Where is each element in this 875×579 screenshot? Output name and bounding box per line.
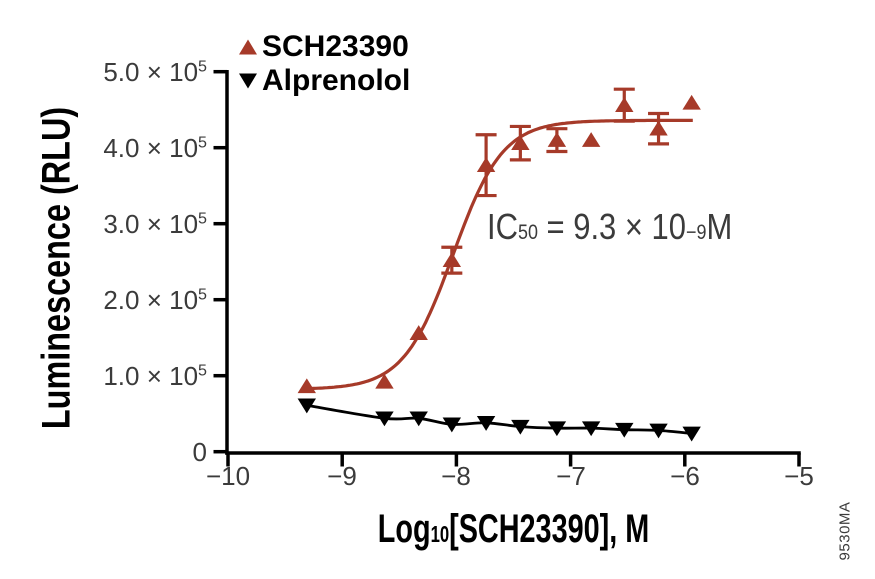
y-tick-label: 4.0 × 105 xyxy=(103,133,207,163)
y-tick-label: 0 xyxy=(192,437,207,467)
alprenolol-data-marker xyxy=(442,417,462,433)
figure-id-watermark: 9530MA xyxy=(836,501,854,561)
alprenolol-data-marker xyxy=(615,422,634,438)
x-axis-title: Log10[SCH23390], M xyxy=(377,507,650,551)
sch23390-data-marker xyxy=(615,97,634,112)
y-tick-label: 5.0 × 105 xyxy=(103,57,207,87)
sch23390-data-marker xyxy=(649,120,668,136)
sch23390-data-marker xyxy=(409,325,428,340)
alprenolol-data-marker xyxy=(375,411,394,427)
sch23390-data-marker xyxy=(547,132,567,147)
triangle-down-icon xyxy=(239,73,257,89)
y-tick-label: 2.0 × 105 xyxy=(103,285,207,315)
alprenolol-data-marker xyxy=(649,423,668,439)
x-tick-label: −6 xyxy=(670,461,700,491)
legend-label-alprenolol: Alprenolol xyxy=(262,64,411,97)
x-tick-label: −5 xyxy=(784,461,814,491)
alprenolol-data-marker xyxy=(476,416,496,431)
x-tick-label: −8 xyxy=(441,461,471,491)
alprenolol-data-marker xyxy=(581,421,601,437)
alprenolol-data-marker xyxy=(511,419,530,435)
alprenolol-data-marker xyxy=(297,398,316,414)
alprenolol-data-marker xyxy=(682,426,701,442)
sch23390-data-marker xyxy=(682,94,701,110)
sch23390-data-marker xyxy=(442,252,462,267)
y-tick-label: 3.0 × 105 xyxy=(103,209,207,239)
sch23390-data-marker xyxy=(375,373,394,389)
legend-item-alprenolol: Alprenolol xyxy=(238,64,410,98)
legend-item-sch23390: SCH23390 xyxy=(238,30,410,64)
sch23390-fit-curve xyxy=(304,118,693,391)
alprenolol-curve xyxy=(306,403,692,435)
y-tick-label: 1.0 × 105 xyxy=(103,361,207,391)
x-tick-label: −10 xyxy=(205,461,251,491)
sch23390-data-marker xyxy=(511,135,530,150)
alprenolol-data-marker xyxy=(409,411,428,427)
triangle-up-icon xyxy=(239,39,257,55)
sch23390-data-marker xyxy=(581,132,601,147)
sch23390-data-marker xyxy=(297,378,316,394)
alprenolol-data-marker xyxy=(547,421,567,437)
x-tick-label: −7 xyxy=(556,461,586,491)
sch23390-data-marker xyxy=(476,157,496,172)
ic50-annotation: IC50 = 9.3 × 10−9M xyxy=(487,206,733,247)
legend: SCH23390 Alprenolol xyxy=(238,30,410,98)
x-tick-label: −9 xyxy=(327,461,357,491)
legend-label-sch23390: SCH23390 xyxy=(262,30,409,63)
